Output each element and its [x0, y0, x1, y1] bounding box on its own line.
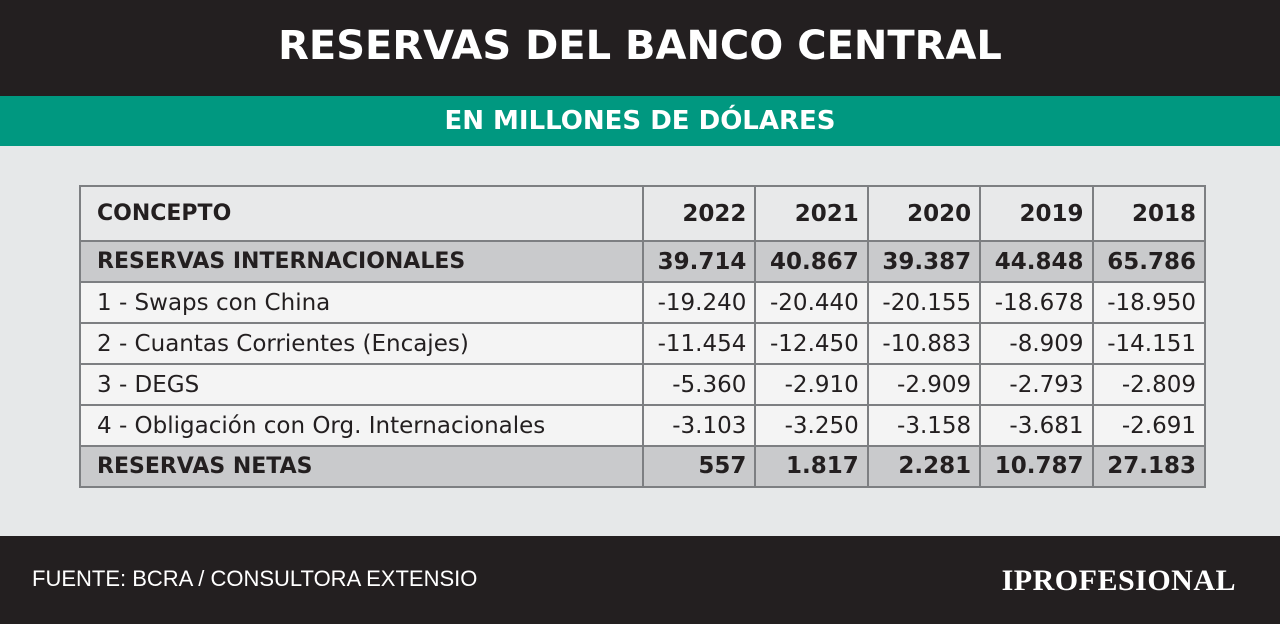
column-header-year: 2018 — [1093, 187, 1204, 241]
table-cell-value: 65.786 — [1093, 242, 1204, 282]
table-row: RESERVAS NETAS 557 1.817 2.281 10.787 27.183 — [81, 446, 1204, 486]
brand-logo: IPROFESIONAL — [1001, 564, 1236, 597]
table-cell-value: 40.867 — [756, 242, 867, 282]
table-cell-value: 39.714 — [644, 242, 755, 282]
reserves-table: CONCEPTO 2022 2021 2020 2019 2018 RESERVAS INT… — [79, 185, 1206, 488]
row-label: RESERVAS INTERNACIONALES — [81, 242, 642, 282]
row-label: RESERVAS NETAS — [81, 446, 642, 486]
table-cell-value: 557 — [644, 446, 755, 486]
table-cell-value: -2.909 — [868, 365, 980, 405]
table-cell-value: -19.240 — [644, 283, 755, 323]
table-row: 4 - Obligación con Org. Internacionales -… — [81, 406, 1204, 445]
table-row: 3 - DEGS -5.360 -2.910 -2.909 -2.793 -2.809 — [81, 365, 1204, 405]
table-cell-value: -2.910 — [756, 365, 867, 405]
table-cell-value: -2.691 — [1093, 406, 1204, 445]
table-row: 2 - Cuantas Corrientes (Encajes) -11.454-… — [81, 324, 1204, 364]
column-header-year: 2019 — [981, 187, 1092, 241]
table-cell-value: 10.787 — [981, 446, 1092, 486]
table-cell-value: -3.103 — [644, 406, 755, 445]
table-row: 1 - Swaps con China -19.240 -20.440 -20.155… — [81, 283, 1204, 323]
table-cell-value: 27.183 — [1093, 446, 1204, 486]
subtitle-bar: EN MILLONES DE DÓLARES — [0, 96, 1280, 146]
title-bar: RESERVAS DEL BANCO CENTRAL — [0, 0, 1280, 96]
row-label: 1 - Swaps con China — [81, 283, 642, 323]
table-cell-value: -18.678 — [981, 283, 1092, 323]
row-label: 4 - Obligación con Org. Internacionales — [81, 406, 642, 445]
table-cell-value: 1.817 — [756, 446, 867, 486]
column-header-year: 2020 — [868, 187, 980, 241]
table-cell-value: -3.158 — [868, 406, 980, 445]
table-cell-value: -5.360 — [644, 365, 755, 405]
chart-subtitle: EN MILLONES DE DÓLARES — [444, 106, 836, 136]
table-cell-value: -3.681 — [981, 406, 1092, 445]
column-header-year: 2022 — [644, 187, 755, 241]
table-cell-value: -18.950 — [1093, 283, 1204, 323]
table-row: RESERVAS INTERNACIONALES 39.714 40.867 39.3… — [81, 242, 1204, 282]
table-cell-value: -8.909 — [981, 324, 1092, 364]
table-cell-value: -11.454 — [644, 324, 755, 364]
column-header-concept: CONCEPTO — [81, 187, 642, 241]
table-cell-value: 39.387 — [868, 242, 980, 282]
source-note: FUENTE: BCRA / CONSULTORA EXTENSIO — [32, 566, 478, 591]
footer-bar: FUENTE: BCRA / CONSULTORA EXTENSIO IPROF… — [0, 536, 1280, 624]
table-cell-value: -10.883 — [868, 324, 980, 364]
table-cell-value: -12.450 — [756, 324, 867, 364]
table-cell-value: 44.848 — [981, 242, 1092, 282]
reserves-table-frame: CONCEPTO 2022 2021 2020 2019 2018 RESERVAS INT… — [79, 185, 1206, 488]
row-label: 2 - Cuantas Corrientes (Encajes) — [81, 324, 642, 364]
table-cell-value: -20.440 — [756, 283, 867, 323]
chart-title: RESERVAS DEL BANCO CENTRAL — [278, 23, 1002, 69]
table-header-row: CONCEPTO 2022 2021 2020 2019 2018 — [81, 187, 1204, 241]
table-cell-value: -14.151 — [1093, 324, 1204, 364]
table-cell-value: 2.281 — [868, 446, 980, 486]
table-cell-value: -2.793 — [981, 365, 1092, 405]
table-cell-value: -2.809 — [1093, 365, 1204, 405]
column-header-year: 2021 — [756, 187, 867, 241]
table-cell-value: -20.155 — [868, 283, 980, 323]
row-label: 3 - DEGS — [81, 365, 642, 405]
table-cell-value: -3.250 — [756, 406, 867, 445]
